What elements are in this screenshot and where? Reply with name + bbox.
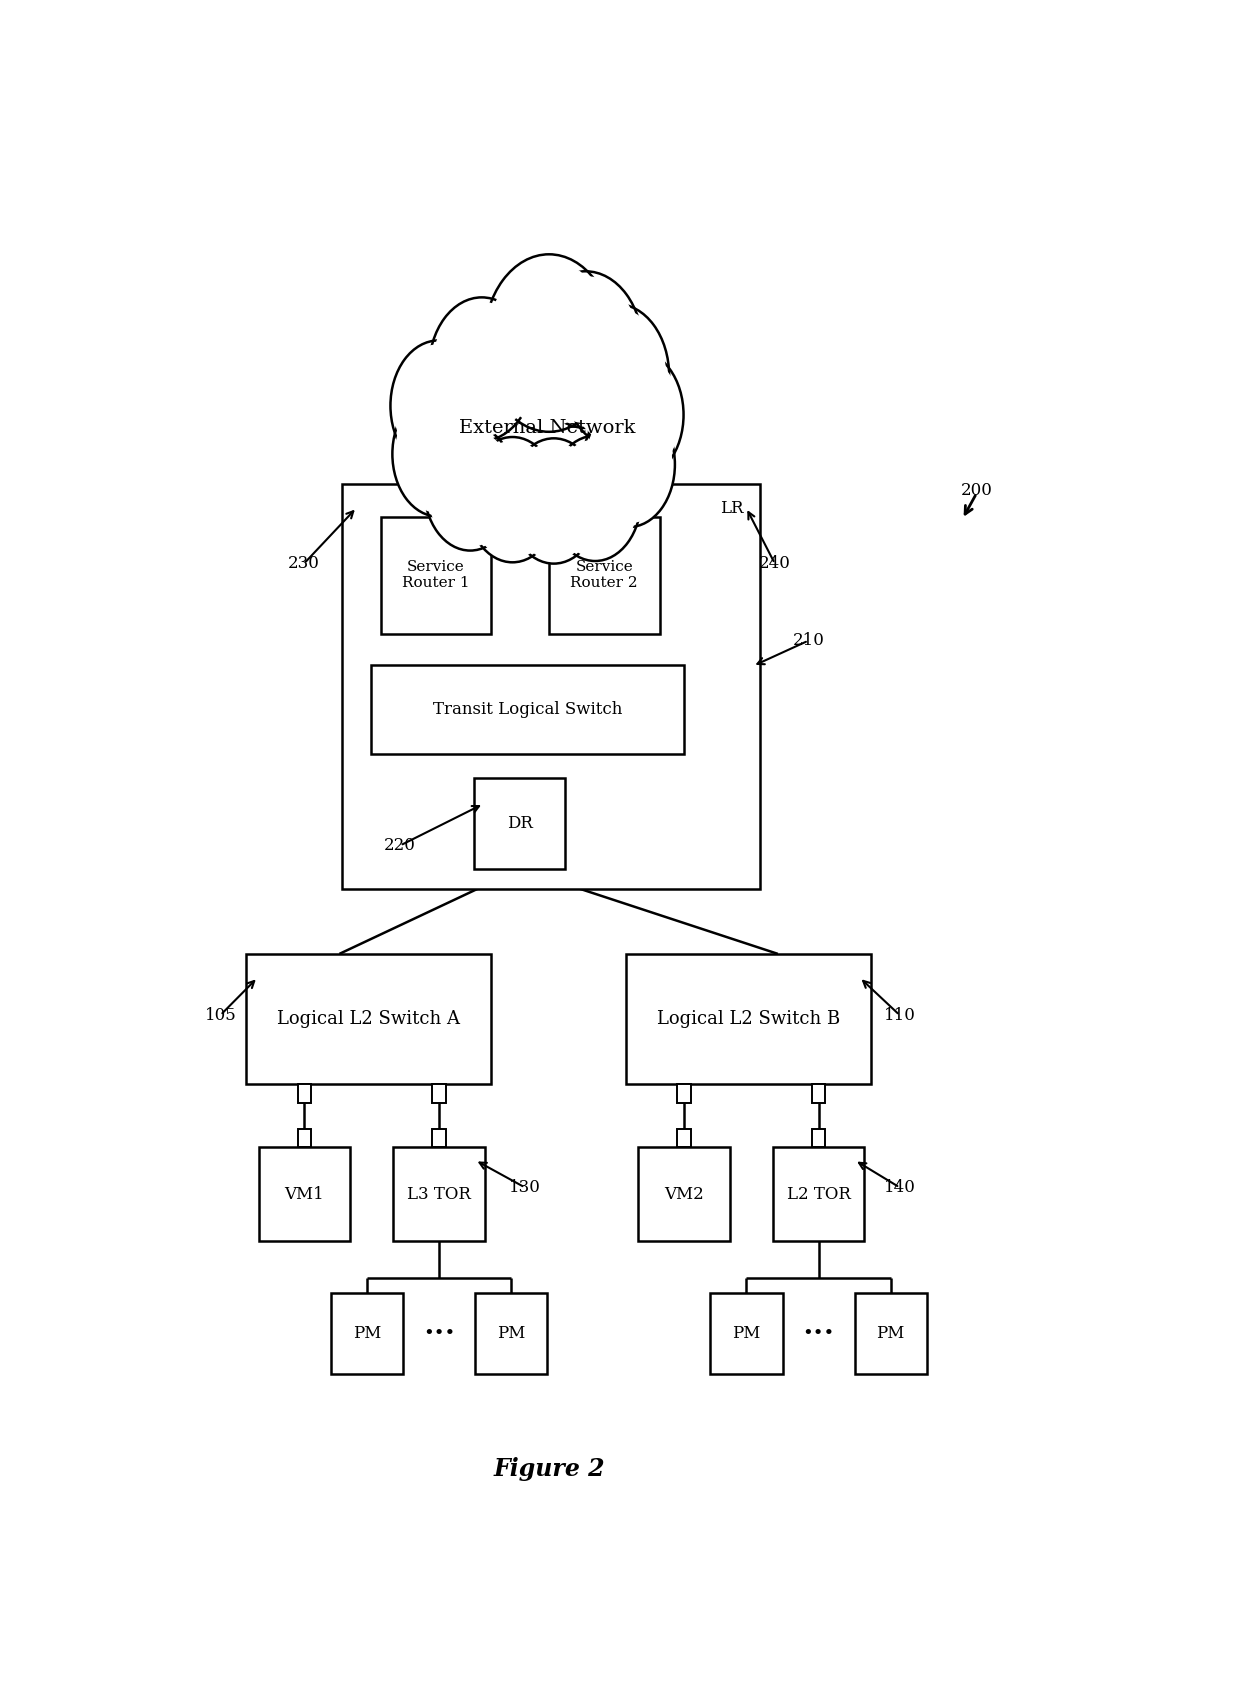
Text: Logical L2 Switch B: Logical L2 Switch B [657, 1010, 839, 1029]
Circle shape [433, 302, 531, 436]
Text: 140: 140 [884, 1180, 915, 1197]
Circle shape [588, 349, 683, 480]
FancyBboxPatch shape [298, 1129, 311, 1148]
Circle shape [511, 442, 596, 559]
FancyBboxPatch shape [331, 1293, 403, 1375]
FancyBboxPatch shape [247, 954, 491, 1085]
Circle shape [394, 346, 484, 466]
FancyBboxPatch shape [549, 517, 660, 634]
Text: LR: LR [719, 500, 743, 517]
FancyBboxPatch shape [639, 1148, 729, 1241]
Circle shape [391, 341, 486, 471]
Text: VM1: VM1 [284, 1185, 325, 1202]
Circle shape [585, 407, 672, 522]
Text: 240: 240 [759, 556, 791, 573]
FancyBboxPatch shape [393, 1148, 485, 1241]
FancyBboxPatch shape [381, 517, 491, 634]
Text: VM2: VM2 [665, 1185, 704, 1202]
Circle shape [470, 441, 556, 558]
FancyBboxPatch shape [259, 1148, 350, 1241]
Circle shape [396, 395, 481, 512]
FancyBboxPatch shape [433, 1085, 445, 1103]
Circle shape [567, 308, 666, 442]
Text: 105: 105 [205, 1007, 237, 1024]
FancyBboxPatch shape [677, 1129, 691, 1148]
FancyBboxPatch shape [475, 1293, 547, 1375]
Text: L3 TOR: L3 TOR [407, 1185, 471, 1202]
Text: 220: 220 [384, 837, 415, 854]
Circle shape [563, 303, 670, 447]
Text: PM: PM [352, 1325, 381, 1342]
Text: Transit Logical Switch: Transit Logical Switch [433, 702, 622, 719]
Circle shape [428, 429, 513, 546]
Text: DR: DR [507, 815, 533, 832]
FancyBboxPatch shape [626, 954, 870, 1085]
FancyBboxPatch shape [474, 778, 565, 870]
FancyBboxPatch shape [371, 666, 683, 754]
Circle shape [424, 425, 516, 551]
FancyBboxPatch shape [677, 1085, 691, 1103]
FancyBboxPatch shape [433, 1129, 445, 1148]
Circle shape [583, 402, 675, 527]
Circle shape [429, 297, 534, 441]
Text: PM: PM [877, 1325, 905, 1342]
FancyBboxPatch shape [342, 485, 760, 888]
FancyBboxPatch shape [711, 1293, 782, 1375]
Circle shape [528, 271, 644, 427]
Circle shape [484, 254, 614, 432]
Text: Service
Router 1: Service Router 1 [402, 561, 470, 590]
Text: 130: 130 [510, 1180, 541, 1197]
Text: Logical L2 Switch A: Logical L2 Switch A [278, 1010, 460, 1029]
Text: PM: PM [733, 1325, 760, 1342]
Text: Service
Router 2: Service Router 2 [570, 561, 639, 590]
Text: External Network: External Network [459, 419, 635, 437]
Text: •••: ••• [423, 1325, 455, 1342]
Circle shape [507, 439, 600, 564]
Circle shape [392, 392, 485, 517]
Circle shape [466, 437, 558, 563]
Text: 230: 230 [288, 556, 320, 573]
Text: L2 TOR: L2 TOR [786, 1185, 851, 1202]
FancyBboxPatch shape [812, 1085, 826, 1103]
Circle shape [590, 354, 681, 476]
Text: Figure 2: Figure 2 [494, 1458, 605, 1481]
Circle shape [532, 276, 639, 422]
Text: 210: 210 [792, 632, 825, 649]
FancyBboxPatch shape [854, 1293, 926, 1375]
Circle shape [549, 436, 641, 561]
Circle shape [489, 261, 610, 425]
FancyBboxPatch shape [773, 1148, 864, 1241]
FancyBboxPatch shape [298, 1085, 311, 1103]
FancyBboxPatch shape [812, 1129, 826, 1148]
Text: 110: 110 [884, 1007, 915, 1024]
Circle shape [552, 441, 639, 556]
Text: •••: ••• [802, 1325, 835, 1342]
Text: 200: 200 [961, 481, 992, 498]
Text: PM: PM [497, 1325, 526, 1342]
